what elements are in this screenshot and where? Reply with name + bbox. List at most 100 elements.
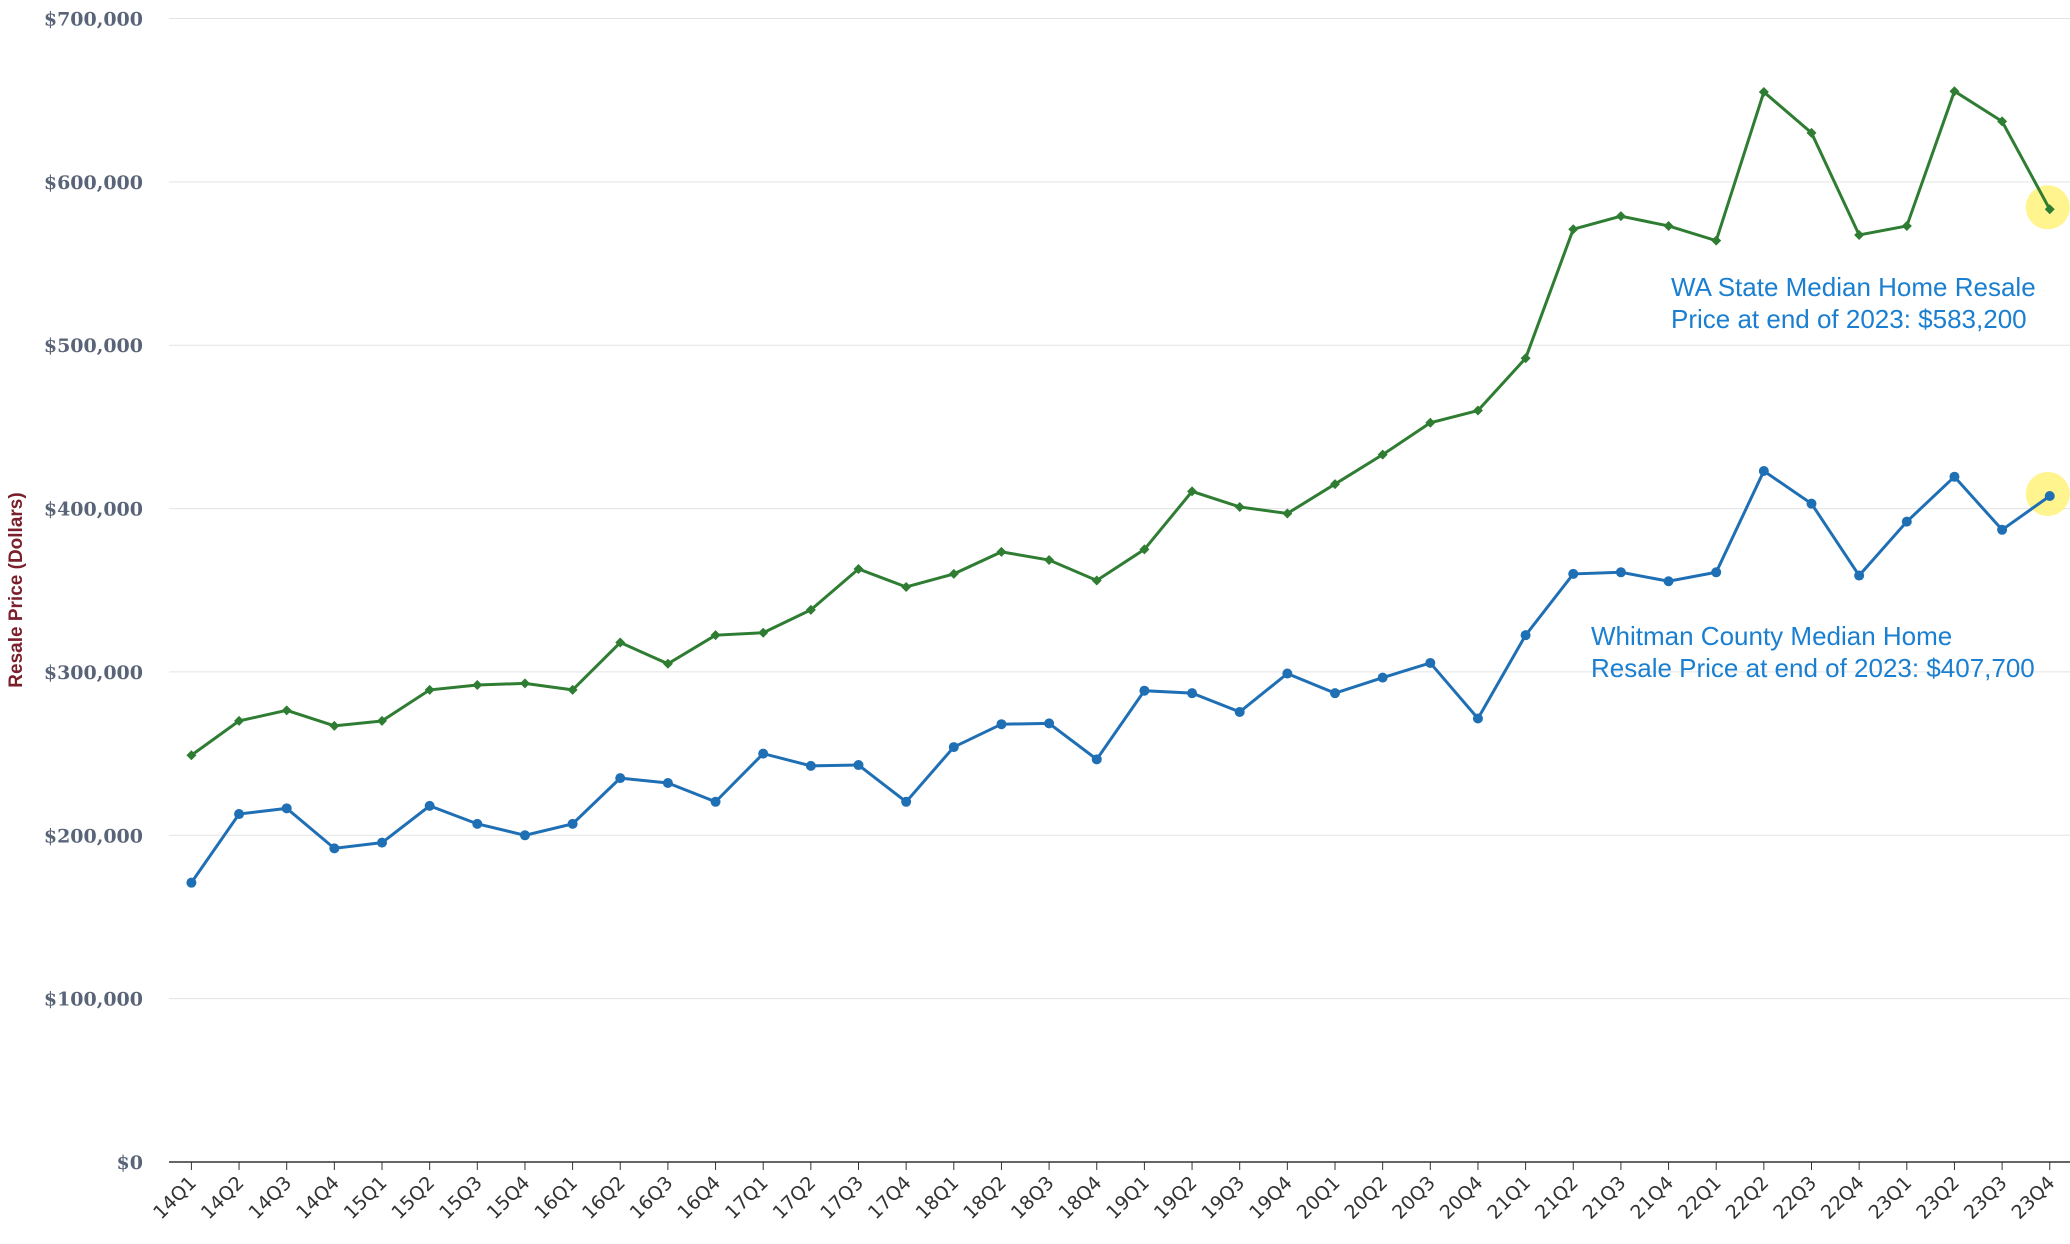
x-tick-label: 14Q1: [149, 1172, 201, 1224]
annotation: Price at end of 2023: $583,200: [1671, 304, 2027, 334]
point: [1377, 672, 1388, 683]
x-tick-label: 20Q4: [1436, 1172, 1488, 1224]
point: [1377, 449, 1388, 460]
x-tick-label: 14Q2: [197, 1172, 249, 1224]
annotation: Whitman County Median Home: [1591, 621, 1952, 651]
point: [1949, 86, 1960, 97]
point: [519, 830, 530, 841]
point: [2044, 204, 2055, 215]
point: [805, 604, 816, 615]
point: [1091, 754, 1102, 765]
point: [424, 684, 435, 695]
point: [1615, 567, 1626, 578]
point: [901, 581, 912, 592]
point: [472, 818, 483, 829]
point: [996, 546, 1007, 557]
annotation: WA State Median Home Resale: [1671, 272, 2036, 302]
point: [472, 679, 483, 690]
point: [186, 750, 197, 761]
point: [1901, 516, 1912, 527]
y-tick-label: $700,000: [44, 9, 143, 31]
point: [377, 715, 387, 726]
point: [329, 843, 340, 854]
point: [1806, 498, 1817, 509]
x-tick-label: 21Q4: [1626, 1172, 1678, 1224]
point: [1568, 224, 1579, 235]
x-tick-label: 19Q2: [1150, 1172, 1202, 1224]
x-tick-label: 18Q2: [959, 1172, 1011, 1224]
point: [948, 568, 959, 579]
x-tick-label: 16Q2: [578, 1172, 630, 1224]
point: [1711, 235, 1722, 246]
x-tick-label: 21Q2: [1531, 1172, 1583, 1224]
x-tick-label: 22Q3: [1769, 1172, 1821, 1224]
point: [662, 778, 673, 789]
point: [567, 684, 578, 695]
x-tick-label: 15Q2: [387, 1172, 439, 1224]
point: [1901, 220, 1912, 231]
x-tick-label: 16Q3: [626, 1172, 678, 1224]
point: [710, 796, 721, 807]
x-tick-label: 16Q1: [530, 1172, 582, 1224]
point: [1520, 630, 1531, 641]
point: [615, 637, 626, 648]
point: [1997, 524, 2008, 535]
point: [567, 818, 578, 829]
point: [1997, 116, 2008, 127]
point: [234, 715, 245, 726]
point: [519, 678, 530, 689]
x-tick-label: 17Q4: [864, 1172, 916, 1224]
point: [1472, 713, 1483, 724]
x-tick-label: 23Q4: [2008, 1172, 2060, 1224]
x-tick-label: 22Q2: [1722, 1172, 1774, 1224]
point: [1187, 486, 1198, 497]
point: [948, 742, 959, 753]
x-tick-label: 22Q4: [1817, 1172, 1869, 1224]
point: [1806, 127, 1817, 138]
x-tick-label: 23Q1: [1865, 1172, 1917, 1224]
x-tick-label: 14Q4: [292, 1172, 344, 1224]
point: [1568, 568, 1579, 579]
point: [1472, 405, 1483, 416]
y-tick-label: $600,000: [44, 172, 143, 194]
point: [805, 760, 816, 771]
x-tick-label: 18Q1: [912, 1172, 964, 1224]
point: [1091, 575, 1102, 586]
x-tick-label: 18Q4: [1055, 1172, 1107, 1224]
x-tick-label: 22Q1: [1674, 1172, 1726, 1224]
point: [1711, 567, 1722, 578]
y-tick-label: $200,000: [44, 825, 143, 847]
x-tick-label: 16Q4: [673, 1172, 725, 1224]
x-tick-label: 19Q4: [1245, 1172, 1297, 1224]
point: [1663, 576, 1674, 587]
point: [377, 837, 387, 848]
point: [1330, 688, 1340, 699]
series-line: [190, 88, 2052, 757]
x-tick-label: 19Q1: [1102, 1172, 1154, 1224]
point: [1234, 706, 1245, 717]
point: [901, 796, 912, 807]
point: [329, 720, 340, 731]
point: [186, 877, 197, 888]
y-tick-label: $400,000: [44, 499, 143, 521]
x-tick-label: 15Q4: [483, 1172, 535, 1224]
point: [1234, 501, 1245, 512]
y-axis-label: Resale Price (Dollars): [6, 492, 27, 687]
point: [281, 705, 292, 716]
x-tick-label: 23Q3: [1960, 1172, 2012, 1224]
point: [1854, 229, 1865, 240]
y-tick-label: $500,000: [44, 335, 143, 357]
point: [1282, 668, 1293, 679]
x-tick-label: 20Q3: [1388, 1172, 1440, 1224]
x-tick-label: 14Q3: [244, 1172, 296, 1224]
point: [1758, 87, 1769, 98]
x-tick-label: 15Q1: [340, 1172, 392, 1224]
x-tick-label: 21Q3: [1579, 1172, 1631, 1224]
x-tick-label: 17Q3: [816, 1172, 868, 1224]
point: [1044, 555, 1055, 566]
point: [615, 773, 626, 784]
x-tick-label: 20Q1: [1293, 1172, 1345, 1224]
point: [281, 803, 292, 814]
